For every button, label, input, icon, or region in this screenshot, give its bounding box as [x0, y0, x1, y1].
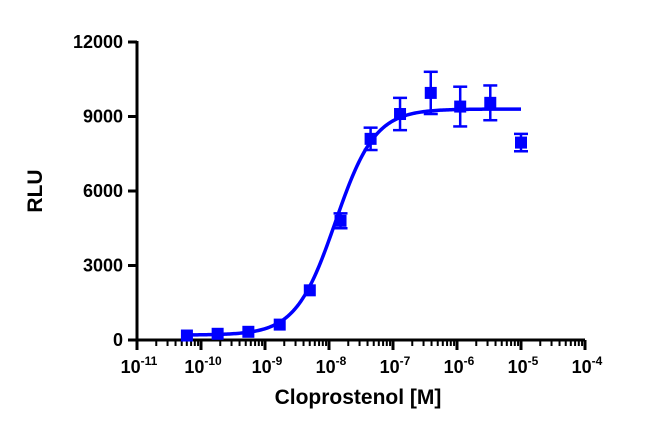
x-tick-base: 10 — [121, 357, 141, 377]
y-tick-label: 3000 — [83, 256, 123, 276]
x-tick-exponent: -9 — [272, 354, 283, 368]
x-tick-exponent: -8 — [336, 354, 347, 368]
y-tick-label: 0 — [113, 330, 123, 350]
y-tick-label: 9000 — [83, 107, 123, 127]
x-tick-label: 10-10 — [184, 354, 222, 377]
y-axis: 0 3000 6000 9000 12000 — [73, 32, 139, 350]
x-tick-base: 10 — [316, 357, 336, 377]
x-tick-base: 10 — [508, 357, 528, 377]
x-tick-base: 10 — [444, 357, 464, 377]
data-point — [334, 214, 347, 227]
x-tick-exponent: -4 — [592, 354, 603, 368]
fit-curve-layer — [186, 107, 521, 337]
data-point — [180, 329, 193, 342]
y-tick-label: 12000 — [73, 32, 123, 52]
data-point — [211, 327, 224, 340]
x-axis-title: Cloprostenol [M] — [275, 386, 442, 409]
x-tick-label: 10-5 — [508, 354, 539, 377]
fit-curve — [186, 107, 521, 337]
y-axis-title: RLU — [24, 169, 47, 212]
x-tick-label: 10-4 — [572, 354, 603, 377]
data-point — [273, 318, 286, 331]
x-tick-exponent: -10 — [204, 354, 222, 368]
x-tick-label: 10-9 — [252, 354, 283, 377]
data-point — [424, 86, 437, 99]
y-tick-label: 6000 — [83, 181, 123, 201]
data-point — [364, 132, 377, 145]
x-tick-base: 10 — [572, 357, 592, 377]
data-point — [303, 284, 316, 297]
data-point — [454, 100, 467, 113]
x-tick-exponent: -7 — [400, 354, 411, 368]
data-point — [394, 108, 407, 121]
x-tick-exponent: -5 — [528, 354, 539, 368]
x-tick-exponent: -6 — [464, 354, 475, 368]
data-point — [242, 325, 255, 338]
x-tick-exponent: -11 — [141, 354, 158, 368]
x-tick-base: 10 — [380, 357, 400, 377]
x-tick-label: 10-8 — [316, 354, 347, 377]
x-tick-base: 10 — [252, 357, 272, 377]
x-tick-base: 10 — [184, 357, 204, 377]
data-point — [484, 96, 497, 109]
x-tick-label: 10-7 — [380, 354, 411, 377]
data-points-layer — [180, 86, 527, 342]
x-tick-label: 10-6 — [444, 354, 475, 377]
x-tick-label: 10-11 — [121, 354, 158, 377]
data-point — [515, 136, 527, 149]
x-axis: 10-11 10-10 10-9 10-8 10-7 10-6 10-5 10-4 — [121, 338, 603, 377]
